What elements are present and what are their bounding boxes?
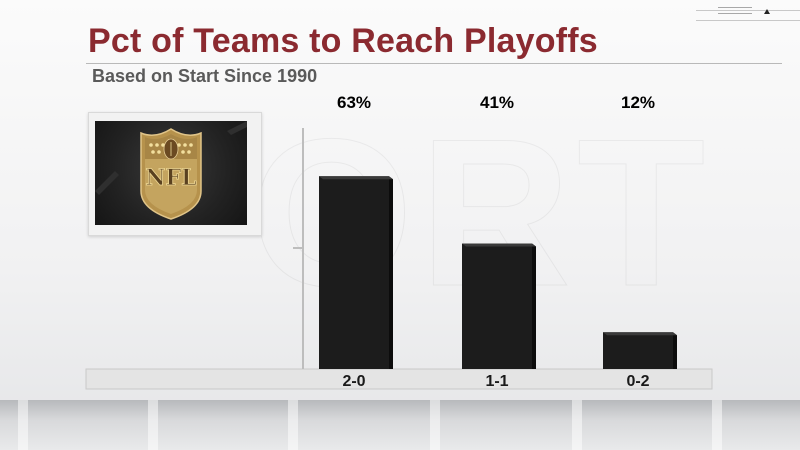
title-rule [86,63,782,64]
chart-subtitle: Based on Start Since 1990 [92,66,318,86]
header-rule-bottom [696,20,800,21]
menu-line-2 [718,13,752,14]
bar-side [673,332,677,369]
bar-face [603,332,673,369]
category-label: 1-1 [485,373,508,390]
bar-face [462,243,532,369]
category-label: 0-2 [626,373,649,390]
bar-top [319,176,393,180]
value-label: 41% [480,93,514,112]
value-label: 63% [337,93,371,112]
up-arrow-icon [764,9,770,14]
bar-0-2 [603,332,677,369]
bar-top [603,332,677,336]
nfl-logo-panel: NFL [95,121,247,225]
bar-side [532,243,536,369]
header-rule-top [696,10,800,11]
value-label: 12% [621,93,655,112]
nfl-shield-icon: NFL [95,121,247,220]
bar-face [319,176,389,369]
bar-2-0 [319,176,393,369]
labels-group: 63% 2-0 41% 1-1 12% 0-2 [337,93,655,390]
bars-group [319,176,677,369]
bar-side [389,176,393,369]
nfl-logo-text: NFL [145,165,196,191]
nfl-logo-card: NFL [88,112,262,236]
menu-line-1 [718,7,752,8]
chart-baseline-platform [85,368,713,390]
floor-band [0,400,800,450]
bar-1-1 [462,243,536,369]
bar-top [462,243,536,247]
category-label: 2-0 [342,373,365,390]
chart-title: Pct of Teams to Reach Playoffs [88,22,598,60]
